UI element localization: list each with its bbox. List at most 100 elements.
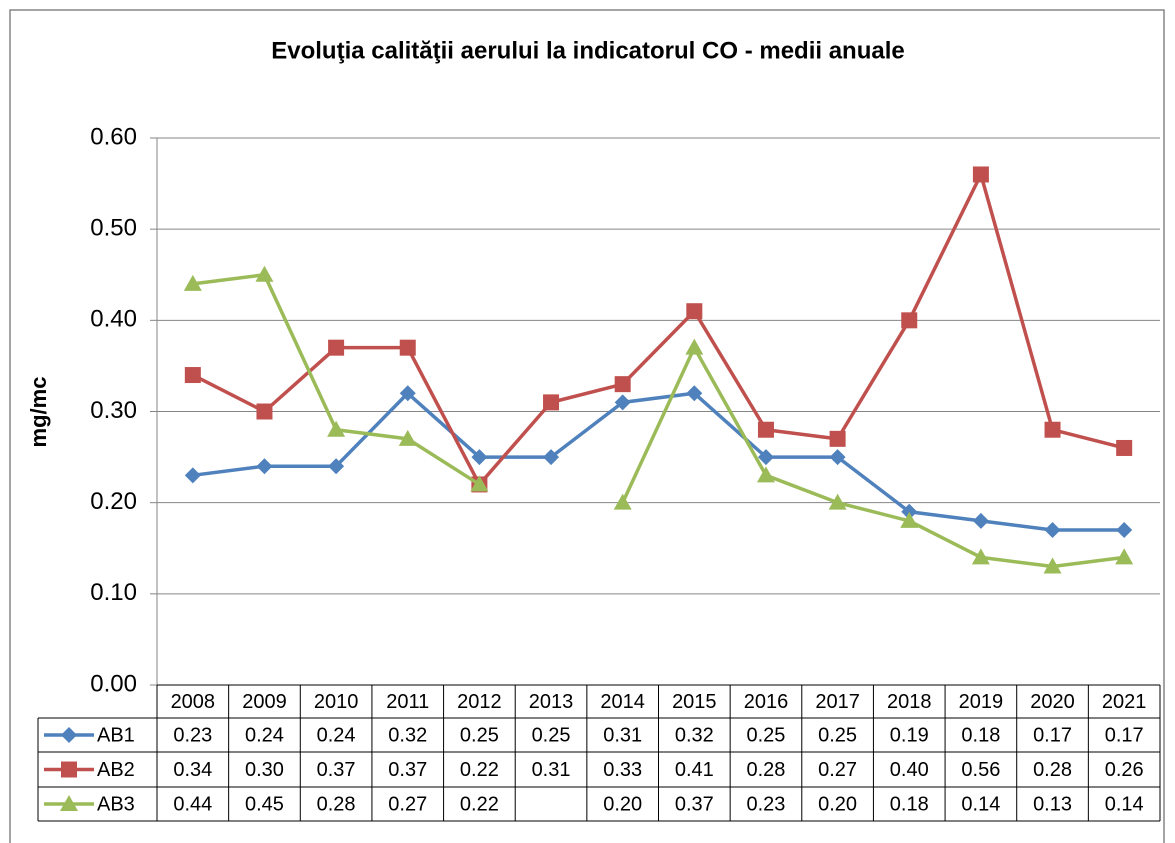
table-value: 0.20: [603, 793, 642, 815]
data-point: [1116, 439, 1133, 456]
table-value: 0.27: [818, 759, 857, 781]
table-value: 0.24: [317, 724, 356, 746]
table-value: 0.32: [675, 724, 714, 746]
x-tick-label: 2011: [386, 691, 429, 713]
series-line: [192, 172, 1125, 487]
data-point: [399, 385, 416, 402]
table-value: 0.40: [890, 759, 929, 781]
data-point: [829, 449, 846, 466]
table-value: 0.25: [532, 724, 571, 746]
data-point: [1116, 522, 1133, 539]
data-point: [757, 449, 774, 466]
data-point: [398, 429, 417, 446]
y-tick-label: 0.50: [90, 215, 137, 242]
data-point: [256, 403, 273, 420]
x-tick-label: 2014: [600, 691, 645, 713]
table-value: 0.20: [818, 793, 857, 815]
data-point: [327, 420, 346, 437]
x-tick-label: 2008: [171, 691, 216, 713]
table-value: 0.28: [746, 759, 785, 781]
table-value: 0.26: [1105, 759, 1144, 781]
y-tick-label: 0.20: [90, 488, 137, 515]
data-point: [328, 458, 345, 475]
x-tick-label: 2012: [457, 691, 502, 713]
table-value: 0.14: [1105, 793, 1144, 815]
data-point: [901, 312, 918, 329]
x-tick-label: 2016: [744, 691, 789, 713]
data-point: [328, 339, 345, 356]
data-point: [686, 303, 703, 320]
table-value: 0.14: [961, 793, 1000, 815]
data-point: [1043, 557, 1062, 574]
data-point: [1115, 548, 1134, 565]
table-value: 0.30: [245, 759, 284, 781]
table-value: 0.13: [1033, 793, 1072, 815]
data-point: [686, 385, 703, 402]
data-point: [829, 430, 846, 447]
x-tick-label: 2020: [1030, 691, 1075, 713]
table-value: 0.23: [173, 724, 212, 746]
data-point: [1044, 421, 1061, 438]
y-axis-label: mg/mc: [26, 377, 51, 448]
data-point: [184, 467, 201, 484]
table-value: 0.31: [603, 724, 642, 746]
data-point: [1044, 522, 1061, 539]
table-value: 0.37: [317, 759, 356, 781]
x-tick-label: 2015: [672, 691, 717, 713]
data-point: [756, 466, 775, 483]
table-value: 0.45: [245, 793, 284, 815]
table-value: 0.22: [460, 759, 499, 781]
table-value: 0.17: [1033, 724, 1072, 746]
table-value: 0.18: [890, 793, 929, 815]
legend-label: AB2: [97, 759, 135, 781]
data-point: [972, 166, 989, 183]
table-value: 0.32: [388, 724, 427, 746]
data-point: [399, 339, 416, 356]
table-value: 0.24: [245, 724, 284, 746]
legend-marker: [61, 727, 77, 743]
x-tick-label: 2018: [887, 691, 932, 713]
data-point: [614, 376, 631, 393]
data-point: [543, 449, 560, 466]
data-point: [470, 475, 489, 492]
table-value: 0.17: [1105, 724, 1144, 746]
y-tick-label: 0.00: [90, 670, 137, 697]
table-value: 0.25: [818, 724, 857, 746]
data-point: [685, 338, 704, 355]
y-tick-label: 0.10: [90, 579, 137, 606]
data-point: [183, 274, 202, 291]
x-tick-label: 2021: [1102, 691, 1147, 713]
table-value: 0.28: [317, 793, 356, 815]
table-value: 0.25: [460, 724, 499, 746]
table-value: 0.33: [603, 759, 642, 781]
data-point: [828, 493, 847, 510]
y-tick-label: 0.60: [90, 123, 137, 150]
legend-marker: [60, 795, 78, 811]
table-value: 0.28: [1033, 759, 1072, 781]
x-tick-label: 2009: [242, 691, 287, 713]
series-line: [192, 391, 1125, 532]
x-tick-label: 2019: [959, 691, 1004, 713]
table-value: 0.31: [532, 759, 571, 781]
table-value: 0.19: [890, 724, 929, 746]
legend-label: AB3: [97, 793, 135, 815]
table-value: 0.25: [746, 724, 785, 746]
table-value: 0.18: [961, 724, 1000, 746]
y-tick-label: 0.30: [90, 397, 137, 424]
data-point: [184, 367, 201, 384]
x-tick-label: 2010: [314, 691, 359, 713]
table-value: 0.44: [173, 793, 212, 815]
data-point: [901, 503, 918, 520]
data-point: [471, 449, 488, 466]
y-tick-label: 0.40: [90, 306, 137, 333]
table-value: 0.41: [675, 759, 714, 781]
table-value: 0.37: [675, 793, 714, 815]
data-point: [900, 511, 919, 528]
data-point: [256, 458, 273, 475]
table-value: 0.23: [746, 793, 785, 815]
data-point: [613, 493, 632, 510]
table-value: 0.34: [173, 759, 212, 781]
data-point: [971, 548, 990, 565]
table-value: 0.22: [460, 793, 499, 815]
